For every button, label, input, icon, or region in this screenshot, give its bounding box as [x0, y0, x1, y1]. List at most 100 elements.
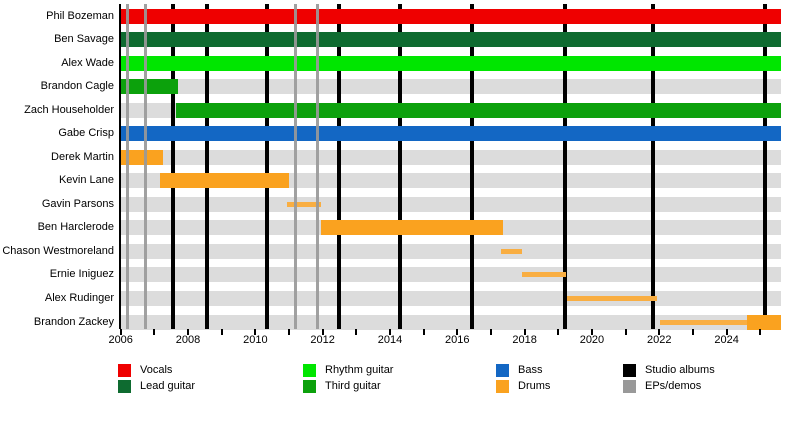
tenure-bar-zach-householder [176, 102, 782, 118]
tenure-bar-alex-wade [120, 55, 782, 71]
axis-tick [254, 329, 257, 335]
tenure-bar-gavin-parsons [287, 201, 321, 207]
axis-tick [321, 329, 324, 335]
axis-year-label: 2016 [445, 334, 470, 346]
member-label-zach-householder: Zach Householder [24, 103, 114, 116]
tenure-bar-ben-harclerode [320, 220, 503, 236]
member-label-phil-bozeman: Phil Bozeman [46, 9, 114, 22]
row-track-brandon-cagle [120, 79, 782, 95]
legend-item-drums: Drums [496, 380, 550, 393]
axis-tick [759, 329, 762, 335]
legend-item-lead-guitar: Lead guitar [118, 380, 195, 393]
axis-tick [388, 329, 391, 335]
axis-tick [523, 329, 526, 335]
member-label-alex-rudinger: Alex Rudinger [44, 291, 114, 304]
axis-tick [725, 329, 728, 335]
legend-swatch-bass [496, 364, 509, 377]
axis-year-label: 2024 [714, 334, 739, 346]
axis-year-label: 2008 [175, 334, 201, 346]
axis-year-label: 2006 [108, 334, 133, 346]
tenure-bar-kevin-lane [160, 173, 289, 189]
legend-swatch-eps-demos [623, 380, 636, 393]
row-track-chason-westmoreland [120, 243, 782, 259]
ep-demo-line [125, 4, 129, 329]
member-label-ernie-iniguez: Ernie Iniguez [49, 268, 114, 281]
studio-album-line [265, 4, 270, 329]
legend-label-bass: Bass [518, 364, 543, 376]
legend-swatch-drums [496, 380, 509, 393]
studio-album-line [337, 4, 342, 329]
tenure-bar-derek-martin [120, 149, 163, 165]
legend-label-eps-demos: EPs/demos [645, 380, 702, 392]
axis-year-label: 2018 [512, 334, 537, 346]
axis-tick [691, 329, 694, 335]
axis-year-label: 2010 [243, 334, 268, 346]
axis-tick [489, 329, 492, 335]
axis-tick [422, 329, 425, 335]
axis-year-label: 2020 [579, 334, 605, 346]
axis-tick [153, 329, 156, 335]
legend-label-rhythm-guitar: Rhythm guitar [325, 364, 394, 376]
tenure-bar-brandon-zackey [747, 314, 782, 330]
axis-year-label: 2022 [647, 334, 672, 346]
tenure-bar-brandon-cagle [120, 79, 178, 95]
ep-demo-line [144, 4, 148, 329]
ep-demo-line [316, 4, 320, 329]
y-axis-line [118, 4, 121, 329]
studio-album-line [170, 4, 175, 329]
member-label-ben-savage: Ben Savage [54, 33, 114, 46]
member-label-brandon-zackey: Brandon Zackey [33, 315, 114, 328]
legend-item-third-guitar: Third guitar [303, 380, 381, 393]
tenure-bar-brandon-zackey [659, 319, 748, 325]
axis-tick [288, 329, 290, 335]
axis-tick [456, 329, 459, 335]
legend-label-third-guitar: Third guitar [325, 380, 381, 392]
studio-album-line [470, 4, 475, 329]
legend-swatch-third-guitar [303, 380, 316, 393]
legend-label-lead-guitar: Lead guitar [140, 380, 196, 392]
studio-album-line [398, 4, 403, 329]
row-track-ernie-iniguez [120, 267, 782, 283]
axis-tick [355, 329, 358, 335]
legend-swatch-vocals [118, 364, 131, 377]
legend-item-studio-albums: Studio albums [623, 364, 715, 377]
axis-tick [624, 329, 627, 335]
member-label-derek-martin: Derek Martin [51, 150, 114, 163]
legend-label-studio-albums: Studio albums [645, 364, 715, 376]
member-label-alex-wade: Alex Wade [61, 56, 114, 69]
legend-swatch-lead-guitar [118, 380, 131, 393]
tenure-bar-chason-westmoreland [501, 248, 522, 254]
legend-item-vocals: Vocals [118, 364, 172, 377]
legend-label-vocals: Vocals [140, 364, 173, 376]
tenure-bar-alex-rudinger [567, 295, 657, 301]
tenure-bar-gabe-crisp [120, 126, 782, 142]
row-track-derek-martin [120, 149, 782, 165]
row-track-alex-rudinger [120, 290, 782, 306]
axis-tick [220, 329, 223, 335]
legend-label-drums: Drums [518, 380, 551, 392]
axis-tick [658, 329, 661, 335]
member-label-gabe-crisp: Gabe Crisp [58, 127, 114, 140]
axis-tick [590, 329, 593, 335]
axis-year-label: 2014 [377, 334, 403, 346]
member-label-chason-westmoreland: Chason Westmoreland [2, 244, 114, 257]
studio-album-line [204, 4, 209, 329]
legend-swatch-rhythm-guitar [303, 364, 316, 377]
row-track-brandon-zackey [120, 314, 782, 330]
tenure-bar-ben-savage [120, 32, 782, 48]
tenure-bar-phil-bozeman [120, 8, 782, 24]
studio-album-line [563, 4, 567, 329]
studio-album-line [650, 4, 655, 329]
legend-swatch-studio-albums [623, 364, 636, 377]
row-track-gavin-parsons [120, 196, 782, 212]
member-label-brandon-cagle: Brandon Cagle [40, 80, 114, 93]
member-label-ben-harclerode: Ben Harclerode [37, 221, 114, 234]
axis-tick [557, 329, 560, 335]
axis-year-label: 2012 [310, 334, 335, 346]
member-label-gavin-parsons: Gavin Parsons [41, 197, 114, 210]
ep-demo-line [294, 4, 298, 329]
legend-item-bass: Bass [496, 364, 542, 377]
legend-item-rhythm-guitar: Rhythm guitar [303, 364, 393, 377]
member-label-kevin-lane: Kevin Lane [58, 174, 114, 187]
